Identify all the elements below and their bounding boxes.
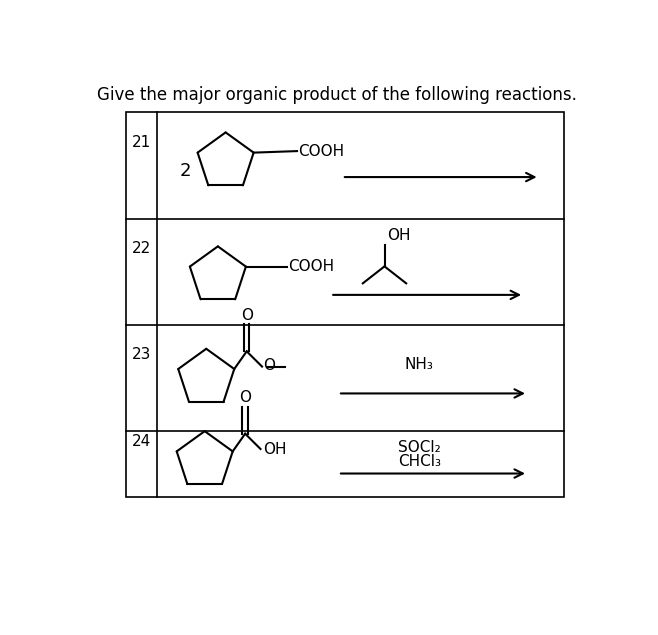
Bar	[126, 112, 565, 497]
Text: NH₃: NH₃	[405, 357, 434, 371]
Text: Give the major organic product of the following reactions.: Give the major organic product of the fo…	[97, 86, 577, 104]
Text: COOH: COOH	[288, 259, 335, 274]
Text: SOCl₂: SOCl₂	[398, 440, 441, 455]
Text: 22: 22	[132, 241, 151, 256]
Text: O: O	[239, 391, 251, 405]
Text: 24: 24	[132, 434, 151, 449]
Text: OH: OH	[263, 442, 286, 457]
Text: O: O	[264, 358, 276, 373]
Text: 21: 21	[132, 135, 151, 150]
Text: 2: 2	[180, 162, 191, 180]
Text: 23: 23	[132, 347, 151, 363]
Text: COOH: COOH	[299, 144, 345, 159]
Text: CHCl₃: CHCl₃	[398, 453, 441, 469]
Text: O: O	[241, 308, 253, 323]
Text: OH: OH	[387, 229, 411, 243]
